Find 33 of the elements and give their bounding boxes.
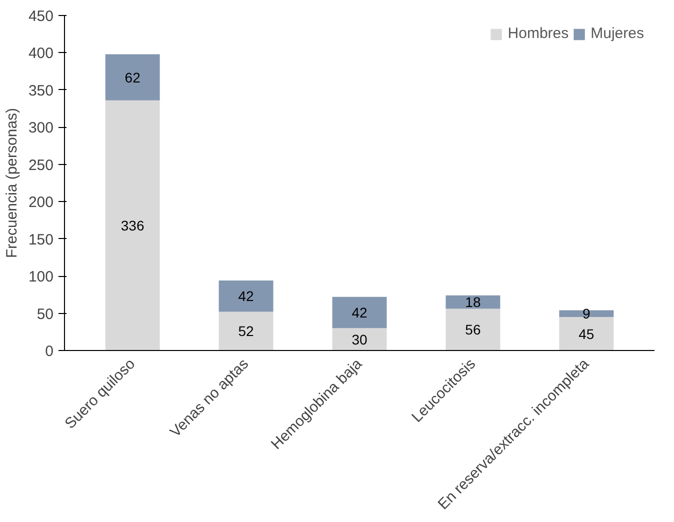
y-tick-label: 300 <box>28 120 54 137</box>
y-tick-label: 50 <box>36 306 54 323</box>
data-label: 18 <box>465 294 481 310</box>
y-tick-label: 350 <box>28 82 54 100</box>
bar <box>559 310 614 317</box>
data-label: 336 <box>120 217 144 234</box>
bar <box>218 312 274 350</box>
data-label: 45 <box>578 326 594 342</box>
legend-label: Mujeres <box>590 25 644 42</box>
y-tick-label: 450 <box>28 8 54 25</box>
data-label: 52 <box>238 323 254 340</box>
bar <box>105 54 160 100</box>
bar <box>446 308 500 350</box>
y-tick-label: 0 <box>45 343 54 360</box>
legend-label: Hombres <box>508 25 569 42</box>
data-label: 9 <box>582 306 591 322</box>
y-tick-label: 200 <box>28 194 54 212</box>
data-label: 30 <box>352 331 368 348</box>
data-label: 56 <box>465 322 481 338</box>
data-label: 62 <box>124 69 141 86</box>
bar <box>105 100 160 350</box>
y-tick-label: 250 <box>28 156 54 174</box>
bar <box>446 295 500 309</box>
y-tick-label: 150 <box>28 231 54 248</box>
data-label: 42 <box>352 304 368 321</box>
y-axis-title: Frecuencia (personas) <box>3 108 20 258</box>
y-tick-label: 400 <box>28 45 54 62</box>
bar <box>332 296 387 328</box>
bar <box>218 280 274 312</box>
data-label: 42 <box>238 288 254 304</box>
y-tick-label: 100 <box>28 268 54 286</box>
bar <box>559 317 614 350</box>
bar <box>332 328 387 350</box>
